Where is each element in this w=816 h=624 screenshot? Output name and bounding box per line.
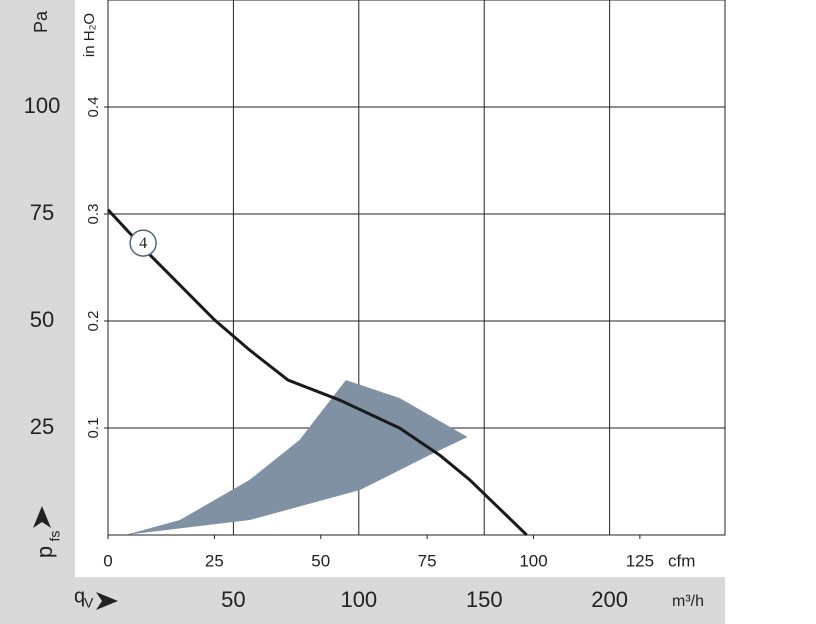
y-tick-label: 100: [24, 93, 61, 118]
y-label-sub: fs: [47, 531, 63, 542]
x2-unit: m³/h: [672, 593, 704, 610]
curve-label-circle: [129, 229, 157, 257]
curve: [106, 208, 528, 537]
x2-tick-label: 50: [221, 587, 245, 612]
x-tick-label: 0: [103, 551, 112, 570]
y-arrow: [33, 506, 51, 528]
y2-tick-label: 0.2: [85, 311, 102, 332]
x-unit: cfm: [668, 551, 695, 570]
y2-tick-label: 0.1: [85, 418, 102, 439]
x-arrow: [96, 592, 118, 610]
y-tick-label: 75: [30, 200, 54, 225]
x2-tick-label: 150: [466, 587, 503, 612]
y-tick-label: 50: [30, 307, 54, 332]
y2-tick-label: 0.3: [85, 204, 102, 225]
curve-label: 4: [139, 235, 147, 252]
y-unit: Pa: [31, 10, 51, 33]
x-tick-label: 75: [418, 551, 437, 570]
bottom-band: [0, 577, 725, 624]
x-tick-label: 100: [519, 551, 547, 570]
y2-tick-label: 0.4: [85, 97, 102, 118]
x2-tick-label: 100: [340, 587, 377, 612]
left-band: [0, 0, 75, 577]
x-tick-label: 25: [205, 551, 224, 570]
x-label-sub: V: [84, 595, 94, 611]
x2-tick-label: 200: [591, 587, 628, 612]
y-tick-label: 25: [30, 414, 54, 439]
x-tick-label: 125: [626, 551, 654, 570]
x-label: q: [74, 585, 85, 607]
x-tick-label: 50: [311, 551, 330, 570]
y2-unit: in H₂O: [81, 13, 98, 57]
y-label: p: [32, 546, 57, 558]
